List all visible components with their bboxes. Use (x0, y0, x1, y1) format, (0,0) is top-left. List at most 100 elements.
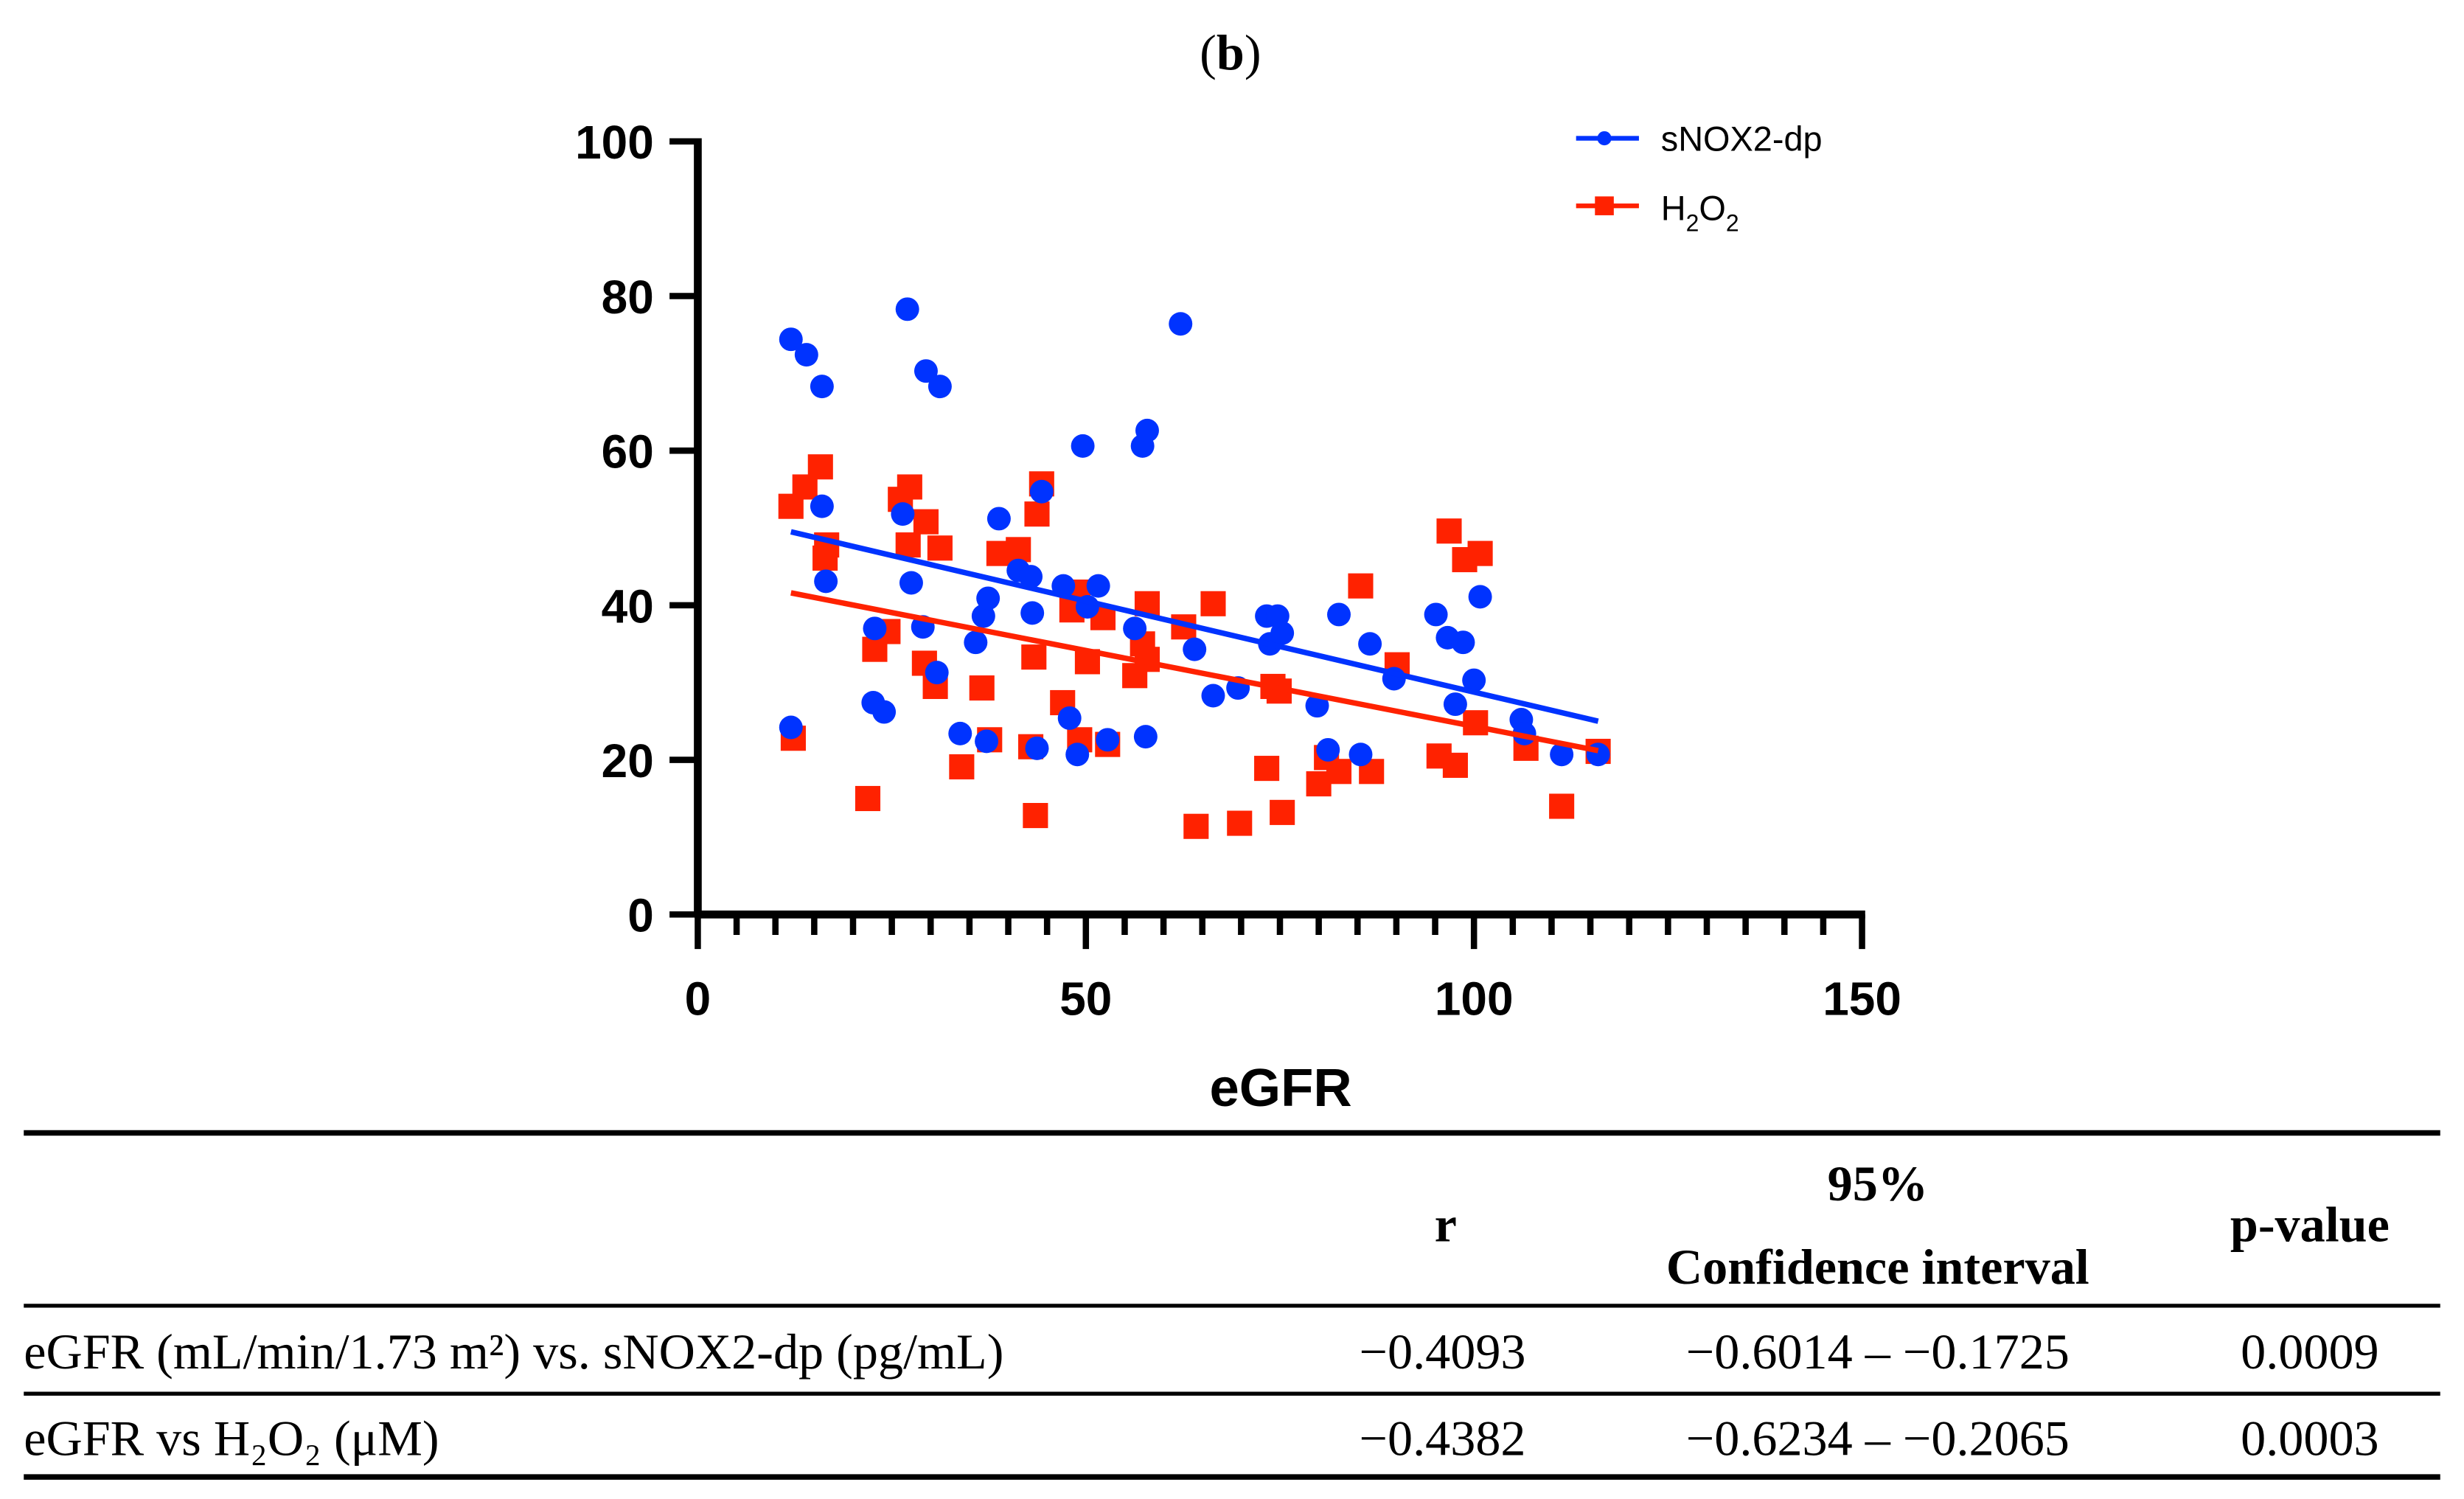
h2o2-point (1227, 810, 1253, 836)
snox2-point (1327, 602, 1351, 627)
snox2-point (810, 375, 834, 399)
snox2-point (899, 571, 923, 595)
h2o2-point (1467, 540, 1493, 566)
axes: 0 20 40 60 80 100 0 50 100 150 (575, 116, 1901, 1025)
h2o2-point (1024, 501, 1050, 527)
snox2-point (971, 604, 995, 628)
snox2-point (779, 327, 803, 352)
y-tick-label: 0 (627, 889, 654, 942)
snox2-point (1057, 706, 1082, 730)
h2o2-point (927, 535, 953, 561)
snox2-point (1071, 434, 1095, 458)
snox2-point (964, 630, 988, 655)
h2o2-point (1270, 799, 1295, 825)
h2o2-point (913, 509, 939, 535)
row-r: −0.4382 (1360, 1410, 1526, 1466)
snox2-point (1096, 728, 1120, 752)
row-ci: −0.6014 – −0.1725 (1686, 1324, 2070, 1380)
h2o2-point (895, 532, 921, 558)
snox2-point (814, 569, 838, 594)
snox2-point (1468, 585, 1492, 609)
snox2-point (1305, 694, 1329, 718)
snox2-point (913, 359, 938, 383)
h2o2-point (1348, 573, 1374, 599)
h2o2-point (1254, 756, 1280, 782)
data-points (778, 297, 1611, 839)
legend-label-snox2: sNOX2-dp (1661, 120, 1823, 159)
snox2-point (948, 721, 972, 745)
h2o2-point (897, 474, 922, 500)
snox2-point (1550, 742, 1574, 767)
snox2-point (976, 586, 1000, 611)
snox2-point (986, 507, 1011, 531)
snox2-point (1086, 574, 1110, 598)
header-r: r (1435, 1197, 1457, 1253)
snox2-point (1183, 637, 1207, 661)
snox2-point (1462, 668, 1486, 692)
row-p: 0.0009 (2241, 1324, 2379, 1380)
snox2-point (925, 661, 949, 685)
snox2-point (1348, 742, 1373, 767)
snox2-point (1316, 737, 1340, 762)
legend-marker-square (1595, 196, 1614, 215)
row-p: 0.0003 (2241, 1410, 2379, 1466)
table-row: eGFR vs H₂O₂ (μM) −0.4382 −0.6234 – −0.2… (24, 1410, 2378, 1466)
h2o2-point (1549, 793, 1575, 819)
y-tick-label: 60 (602, 425, 654, 479)
snox2-point (1443, 692, 1467, 717)
h2o2-point (812, 545, 838, 571)
row-ci: −0.6234 – −0.2065 (1686, 1410, 2070, 1466)
snox2-point (1020, 601, 1045, 625)
snox2-point (928, 375, 952, 399)
x-tick-label: 100 (1435, 973, 1514, 1026)
table-row: eGFR (mL/min/1.73 m²) vs. sNOX2-dp (pg/m… (24, 1324, 2378, 1380)
snox2-point (975, 729, 999, 754)
snox2-point (794, 343, 818, 367)
snox2-point (863, 616, 887, 641)
snox2-point (872, 700, 897, 724)
y-tick-label: 40 (602, 580, 654, 633)
h2o2-point (1442, 752, 1468, 778)
header-ci-line2: Confidence interval (1666, 1239, 2089, 1295)
snox2-point (1029, 479, 1054, 504)
h2o2-point (1436, 518, 1462, 544)
legend: sNOX2-dp H2O2 (1576, 120, 1823, 236)
h2o2-point (1183, 813, 1209, 839)
h2o2-point (807, 454, 833, 480)
snox2-point (891, 502, 915, 526)
snox2-point (1123, 616, 1147, 641)
snox2-point (1019, 565, 1043, 589)
x-tick-label: 0 (685, 973, 711, 1026)
snox2-point (1135, 418, 1159, 442)
correlation-table: r 95% Confidence interval p-value eGFR (… (24, 1130, 2440, 1480)
snox2-regression-line (790, 529, 1599, 724)
legend-item-snox2: sNOX2-dp (1576, 120, 1823, 159)
snox2-point (1424, 602, 1448, 627)
row-label: eGFR vs H₂O₂ (μM) (24, 1410, 439, 1466)
h2o2-point (1023, 803, 1048, 829)
legend-marker-circle (1597, 131, 1612, 146)
legend-item-h2o2: H2O2 (1576, 189, 1739, 236)
h2o2-point (949, 754, 975, 780)
legend-label-h2o2: H2O2 (1661, 189, 1739, 236)
row-r: −0.4093 (1360, 1324, 1526, 1380)
snox2-point (1270, 621, 1295, 645)
snox2-point (1201, 684, 1225, 708)
snox2-point (895, 297, 919, 321)
header-ci-line1: 95% (1828, 1155, 1928, 1211)
x-tick-label: 150 (1823, 973, 1901, 1026)
x-tick-label: 50 (1059, 973, 1112, 1026)
h2o2-point (1006, 537, 1031, 563)
h2o2-point (855, 785, 881, 812)
h2o2-point (1200, 591, 1226, 616)
y-tick-label: 20 (602, 734, 654, 787)
y-tick-label: 100 (575, 116, 654, 169)
x-axis-label: eGFR (1209, 1058, 1351, 1118)
row-label: eGFR (mL/min/1.73 m²) vs. sNOX2-dp (pg/m… (24, 1324, 1003, 1380)
panel-label: (b) (1200, 24, 1261, 80)
fit-lines (790, 529, 1599, 754)
panel-letter: b (1217, 24, 1245, 80)
snox2-point (1169, 312, 1193, 336)
snox2-point (1451, 630, 1475, 655)
